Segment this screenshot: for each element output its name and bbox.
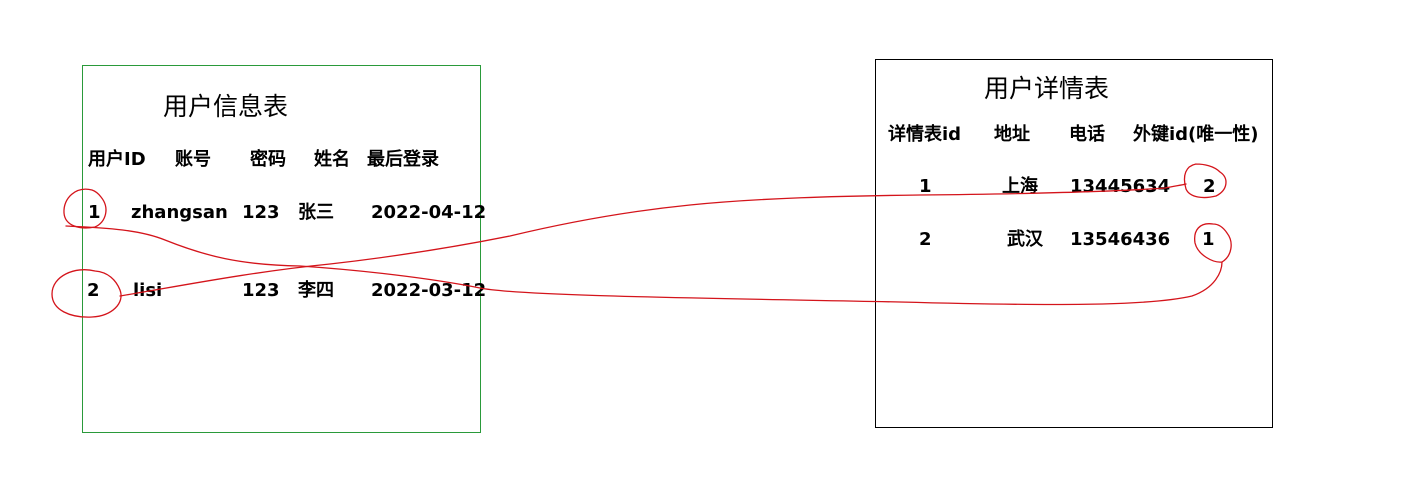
- header-name: 姓名: [314, 149, 350, 170]
- user-row-2-id: 2: [87, 280, 100, 301]
- user-row-1-id: 1: [88, 202, 101, 223]
- header-password: 密码: [250, 149, 286, 170]
- header-account: 账号: [175, 149, 211, 170]
- user-info-title: 用户信息表: [163, 92, 289, 121]
- user-row-1-name: 张三: [298, 202, 334, 223]
- header-user-id: 用户ID: [88, 149, 146, 170]
- user-row-2-account: lisi: [133, 280, 163, 301]
- user-detail-title: 用户详情表: [984, 74, 1110, 103]
- header-phone: 电话: [1069, 124, 1105, 145]
- detail-row-2-id: 2: [919, 229, 932, 250]
- detail-row-2-foreign-key: 1: [1202, 229, 1215, 250]
- user-row-2-password: 123: [242, 280, 280, 301]
- detail-row-1-phone: 13445634: [1070, 176, 1171, 197]
- header-last-login: 最后登录: [367, 149, 439, 170]
- user-row-2-last-login: 2022-03-12: [371, 280, 487, 301]
- user-row-1-account: zhangsan: [131, 202, 228, 223]
- user-row-2-name: 李四: [298, 280, 334, 301]
- user-row-1-password: 123: [242, 202, 280, 223]
- header-address: 地址: [994, 124, 1030, 145]
- header-detail-id: 详情表id: [888, 124, 962, 145]
- user-row-1-last-login: 2022-04-12: [371, 202, 487, 223]
- detail-row-1-address: 上海: [1002, 176, 1038, 197]
- detail-row-2-phone: 13546436: [1070, 229, 1171, 250]
- detail-row-1-id: 1: [919, 176, 932, 197]
- detail-row-2-address: 武汉: [1007, 229, 1043, 250]
- detail-row-1-foreign-key: 2: [1203, 176, 1216, 197]
- header-foreign-key-id: 外键id(唯一性): [1133, 124, 1259, 145]
